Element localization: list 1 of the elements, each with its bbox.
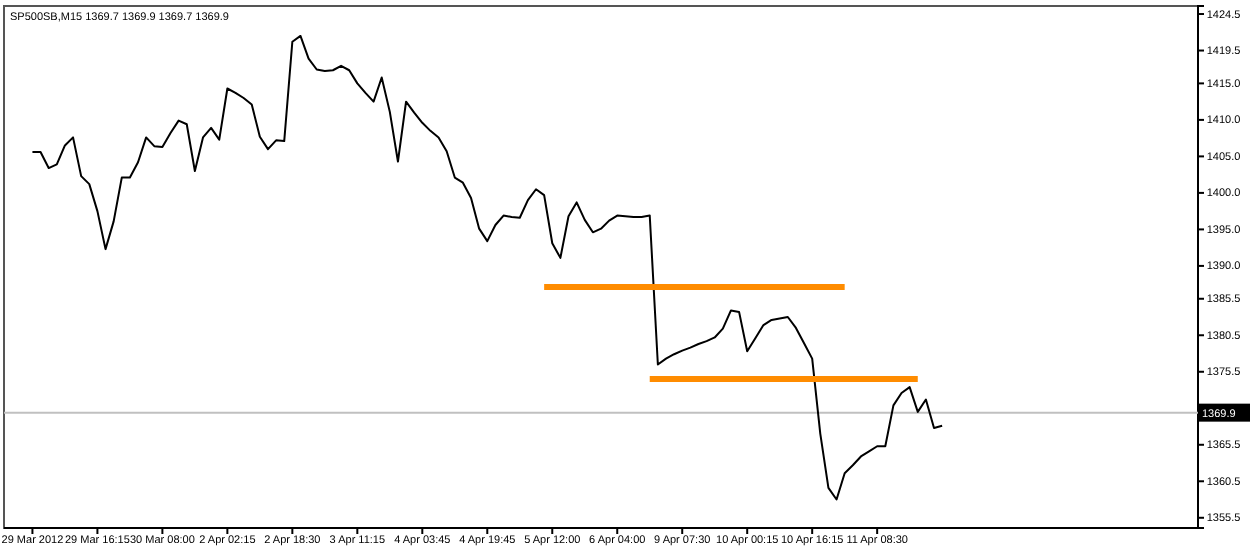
line-series (31, 34, 944, 501)
